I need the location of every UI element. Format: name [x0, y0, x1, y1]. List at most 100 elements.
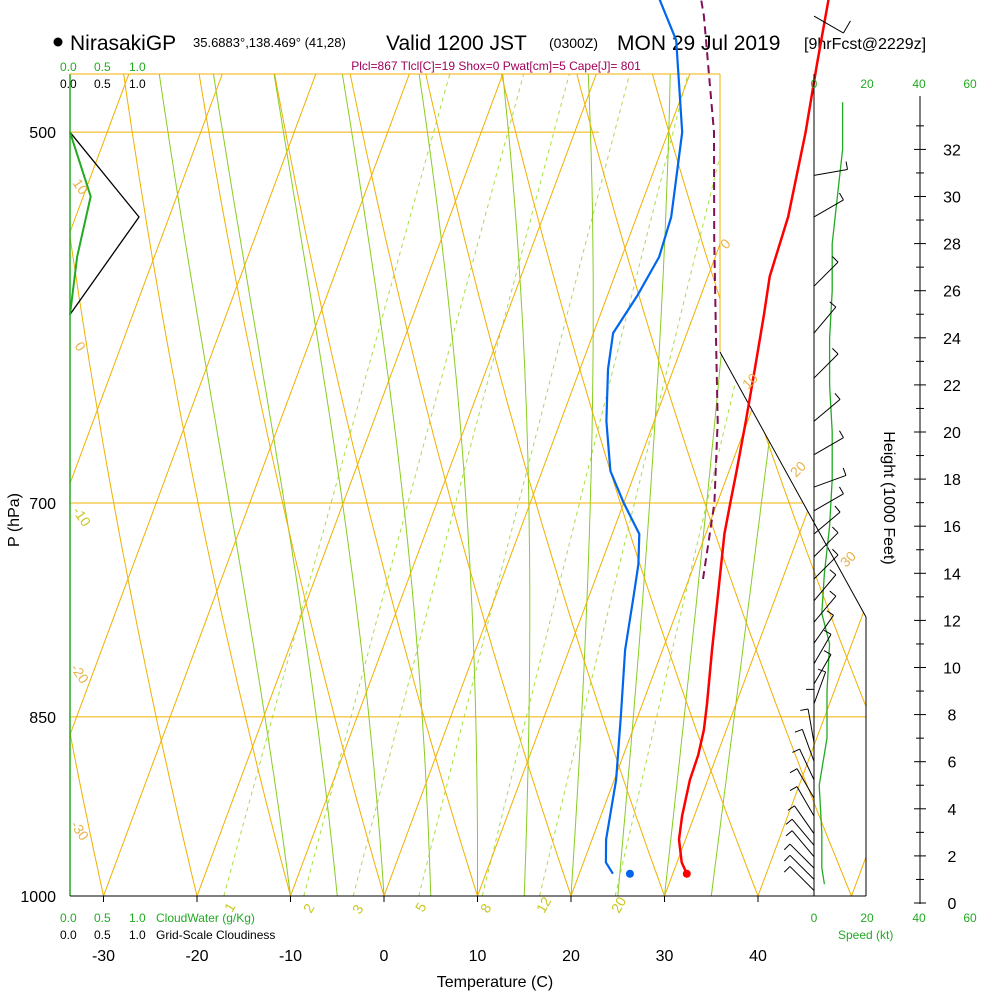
wind-barb-icon — [792, 748, 815, 781]
speed-axis-label: Speed (kt) — [838, 928, 893, 942]
speed-tick: 40 — [912, 77, 926, 91]
wind-barb-icon — [783, 854, 815, 880]
wind-barb-feather — [832, 548, 839, 556]
x-tick-label: 30 — [656, 948, 674, 965]
moist-adiabat-line — [507, 74, 594, 896]
wind-barb-feather — [783, 866, 791, 873]
isotherm-line — [70, 74, 409, 896]
isotherm-line — [457, 74, 866, 896]
y-tick-label: 1000 — [20, 889, 56, 906]
x-tick-label: -10 — [279, 948, 302, 965]
wind-barb-feather — [839, 486, 844, 495]
wind-barb-staff — [813, 474, 847, 488]
dry-adiabat-line — [984, 0, 1000, 950]
wind-barb-staff — [813, 595, 837, 623]
isobars — [70, 131, 866, 897]
wind-barb-staff — [791, 818, 815, 846]
dry-adiabat-line — [0, 0, 21, 950]
height-tick-label: 14 — [943, 566, 961, 583]
wind-barb-icon — [813, 301, 837, 334]
surface-temperature-point — [682, 869, 691, 878]
isotherm-label: -20 — [68, 661, 93, 687]
height-tick-label: 12 — [943, 613, 961, 630]
wind-barb-icon — [783, 843, 815, 869]
isotherm-line — [644, 74, 866, 896]
mixing-ratio-label: 12 — [533, 894, 555, 916]
isotherm-line — [270, 74, 866, 896]
x-tick-label: 10 — [469, 948, 487, 965]
wind-barb-icon — [813, 430, 844, 456]
top-cloud-tick: 0.0 — [60, 60, 77, 74]
wind-barb-icon — [783, 866, 815, 891]
speed-tick: 60 — [963, 77, 977, 91]
dry-adiabat-line — [70, 74, 116, 896]
wind-barb-icon — [800, 708, 815, 743]
wind-barb-staff — [813, 554, 839, 580]
wind-barb-staff — [813, 615, 834, 644]
bottom-cloudiness-tick: 0.0 — [60, 928, 77, 942]
wind-barb-feather — [842, 467, 847, 476]
y-tick-label: 850 — [29, 710, 56, 727]
isotherm-line — [176, 74, 783, 896]
top-cloudiness-tick: 0.0 — [60, 77, 77, 91]
wind-barb-icon — [813, 161, 848, 176]
wind-barb-staff — [791, 830, 815, 858]
wind-barb-feather — [789, 768, 798, 774]
wind-barb-staff — [813, 306, 837, 334]
moist-adiabat-line — [710, 74, 866, 896]
moist-adiabat-line — [664, 74, 771, 896]
moist-adiabat-line — [399, 74, 531, 896]
wind-barb-icon — [813, 192, 844, 218]
moist-adiabats — [83, 74, 866, 896]
x-tick-label: 20 — [562, 948, 580, 965]
wind-barbs — [783, 15, 851, 891]
dry-adiabat-line — [237, 74, 590, 896]
wind-barb-staff — [813, 199, 844, 218]
wind-barb-staff — [789, 854, 815, 880]
isotherm-line — [737, 74, 866, 896]
top-cloud-tick: 0.5 — [94, 60, 111, 74]
wind-barb-icon — [806, 688, 815, 724]
speed-ticks-top: 0 20 40 60 — [811, 77, 977, 91]
mixing-ratio-line — [418, 74, 680, 896]
cloud-water-line — [69, 131, 92, 315]
bottom-cloud-tick: 1.0 — [129, 911, 146, 925]
wind-barb-feather — [832, 526, 839, 534]
moist-adiabat-line — [129, 74, 338, 896]
wind-barb-staff — [794, 805, 815, 834]
wind-barb-staff — [789, 866, 815, 891]
dry-adiabat-line — [361, 74, 780, 896]
wind-barb-icon — [813, 256, 839, 287]
wind-barb-icon — [789, 768, 815, 799]
x-tick-label: 0 — [380, 948, 389, 965]
height-tick-label: 6 — [948, 755, 957, 772]
wind-barb-icon — [794, 728, 815, 762]
isotherm-label: 0 — [72, 339, 90, 355]
bottom-cloudiness-tick: 0.5 — [94, 928, 111, 942]
isotherm-line — [831, 74, 866, 896]
height-tick-label: 32 — [943, 142, 961, 159]
wind-barb-staff — [813, 654, 832, 685]
wind-barb-feather — [839, 430, 844, 438]
speed-panel: 0 20 40 60 0 20 40 60 Speed (kt) — [783, 15, 977, 942]
x-axis: -30 -20 -10 0 10 20 30 40 — [92, 896, 767, 965]
mixing-ratio-label: 8 — [477, 901, 495, 916]
speed-tick: 0 — [811, 77, 818, 91]
wind-barb-feather — [794, 728, 803, 733]
chart-header: NirasakiGP 35.6883°,138.469° (41,28) Val… — [53, 32, 926, 73]
wind-barb-staff — [813, 574, 837, 602]
wind-barb-staff — [801, 729, 815, 762]
wind-barb-feather — [834, 505, 841, 513]
wind-barb-feather — [829, 569, 837, 576]
site-coords: 35.6883°,138.469° (41,28) — [193, 35, 346, 50]
dry-adiabat-line — [70, 74, 211, 896]
wind-barb-staff — [813, 353, 839, 379]
wind-barb-icon — [813, 548, 839, 580]
site-marker-icon — [53, 37, 63, 47]
dry-adiabats — [0, 0, 1000, 950]
isotherms — [70, 74, 866, 896]
dry-adiabat-line — [299, 74, 685, 896]
moist-adiabat-line — [83, 74, 291, 896]
height-tick-label: 26 — [943, 284, 961, 301]
wind-barb-icon — [813, 569, 837, 602]
